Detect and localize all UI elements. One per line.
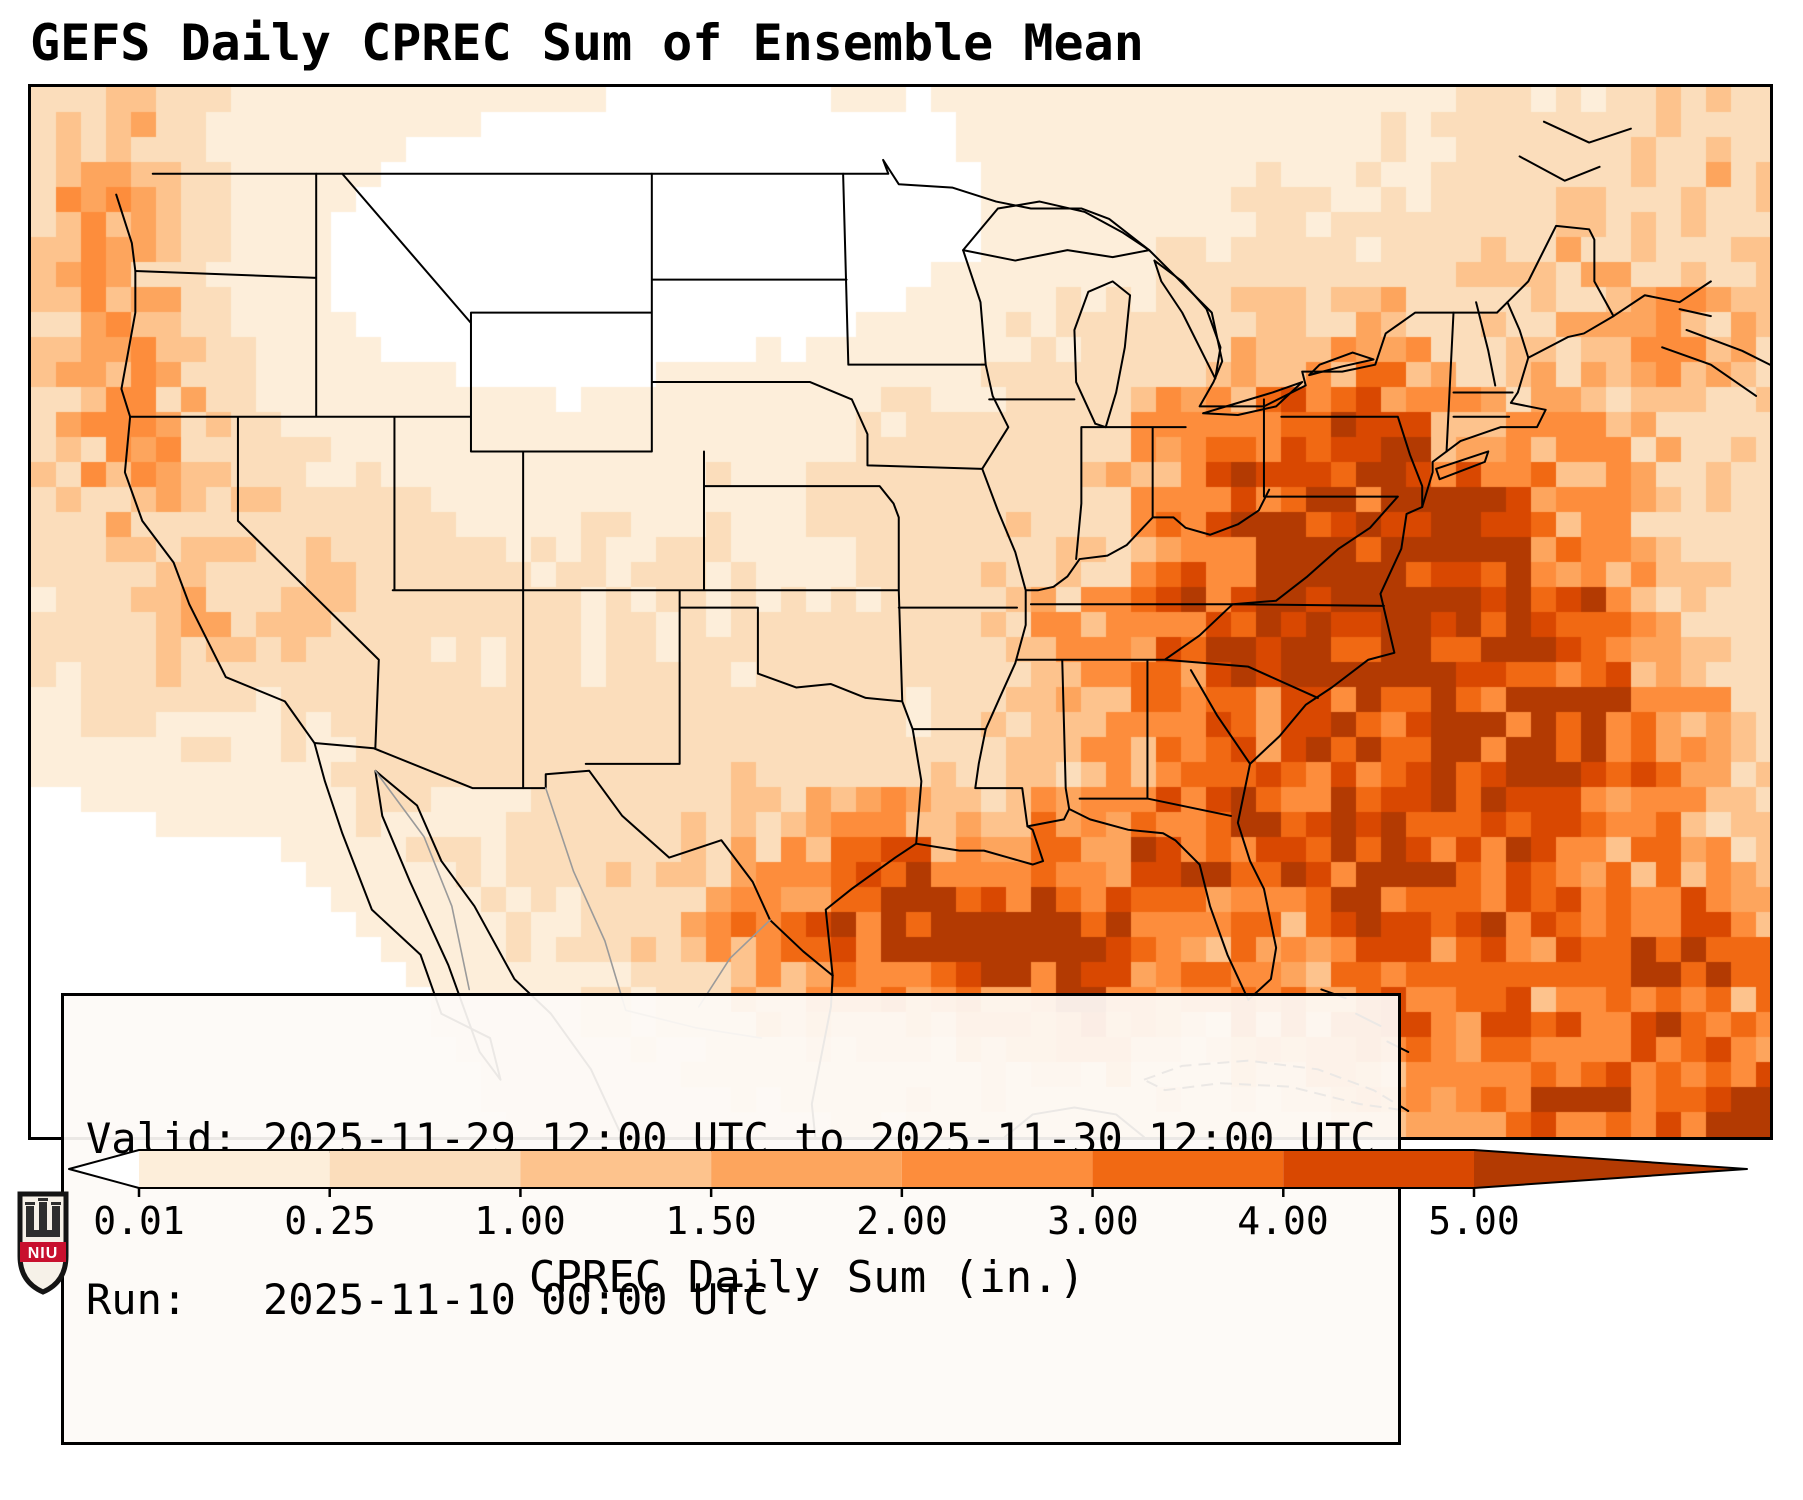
gulf-atlantic-coastline [812, 316, 1614, 1137]
us-west-coastline [116, 195, 622, 1137]
colorbar-tick-label: 4.00 [1237, 1199, 1329, 1243]
run-time-text: Run: 2025-11-10 00:00 UTC [86, 1274, 769, 1324]
colorbar-body [68, 1149, 1748, 1189]
mexico-state-lines [375, 771, 770, 1038]
niu-text: NIU [28, 1245, 59, 1262]
great-lakes-outline [963, 202, 1488, 480]
niu-band [20, 1242, 66, 1262]
map-boundaries [31, 87, 1770, 1137]
colorbar: 0.01 0.25 1.00 1.50 2.00 3.00 4.00 5.00 [68, 1149, 1748, 1243]
niu-logo: NIU [17, 1191, 69, 1295]
canada-maritimes-coastline [1520, 122, 1770, 396]
colorbar-tick-label: 3.00 [1047, 1199, 1139, 1243]
figure-title: GEFS Daily CPREC Sum of Ensemble Mean [30, 14, 1144, 72]
mexico-border [314, 743, 832, 976]
colorbar-tick-label: 5.00 [1428, 1199, 1520, 1243]
colorbar-segment [520, 1150, 712, 1188]
colorbar-segment [1283, 1150, 1474, 1188]
colorbar-tick-label: 1.50 [665, 1199, 757, 1243]
info-box: Valid: 2025-11-29 12:00 UTC to 2025-11-3… [61, 993, 1401, 1445]
colorbar-segment [329, 1150, 521, 1188]
canada-border [153, 160, 1614, 406]
colorbar-segment [1092, 1150, 1284, 1188]
colorbar-segment [711, 1150, 902, 1188]
state-borders [130, 174, 1528, 844]
colorbar-segment [139, 1150, 330, 1188]
colorbar-tick-label: 2.00 [856, 1199, 948, 1243]
colorbar-tick-labels: 0.01 0.25 1.00 1.50 2.00 3.00 4.00 5.00 [93, 1199, 1520, 1243]
colorbar-title: CPREC Daily Sum (in.) [528, 1252, 1086, 1303]
colorbar-tick-label: 1.00 [474, 1199, 566, 1243]
precip-cells-canvas [31, 87, 1770, 1137]
colorbar-tick-label: 0.25 [284, 1199, 376, 1243]
castle-icon [25, 1198, 61, 1237]
colorbar-segment [901, 1150, 1093, 1188]
colorbar-ticks [137, 1188, 1476, 1197]
precip-map: Valid: 2025-11-29 12:00 UTC to 2025-11-3… [28, 84, 1773, 1445]
colorbar-tick-label: 0.01 [93, 1199, 185, 1243]
